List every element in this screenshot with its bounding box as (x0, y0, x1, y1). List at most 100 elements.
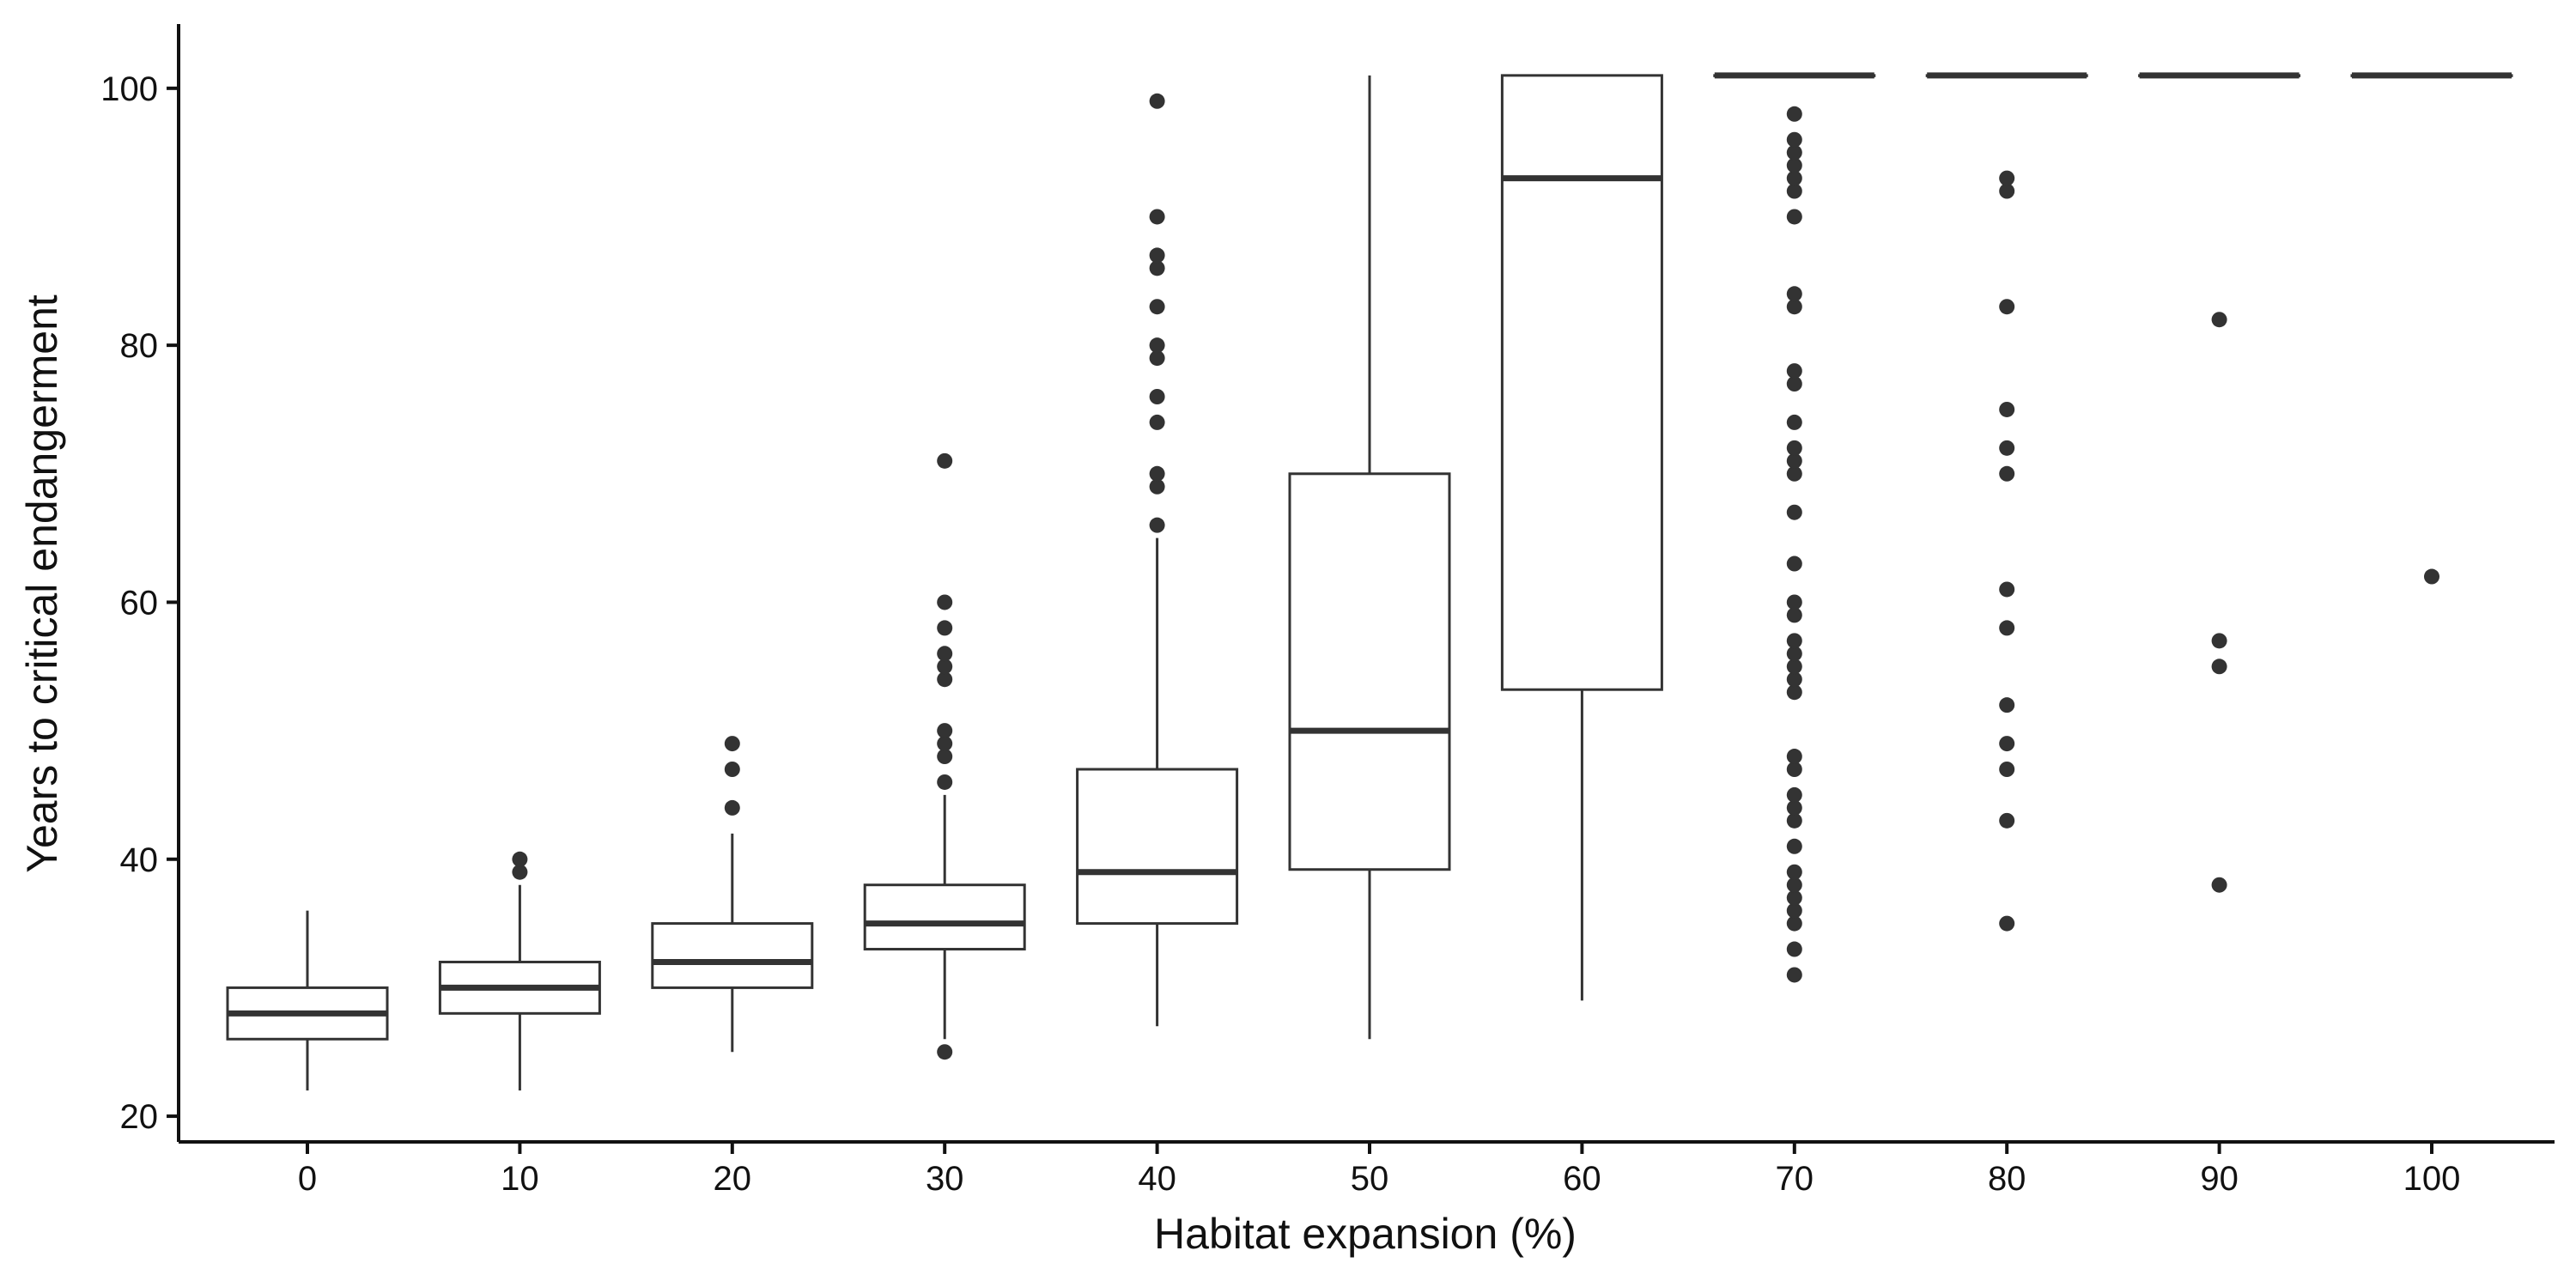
outlier-point (1786, 633, 1802, 649)
outlier-point (1786, 646, 1802, 662)
iqr-box (1500, 74, 1663, 691)
iqr-box (1076, 768, 1239, 926)
outlier-point (1999, 915, 2015, 932)
outlier-point (1149, 478, 1165, 495)
outlier-point (1786, 838, 1802, 854)
box-group (1076, 93, 1239, 1027)
outlier-point (2211, 877, 2227, 893)
outlier-point (1786, 659, 1802, 675)
outlier-point (937, 671, 953, 688)
y-axis-ticks: 20 40 60 80 100 (100, 70, 179, 1136)
outlier-point (1786, 209, 1802, 225)
x-tick-label: 80 (1988, 1160, 2026, 1198)
outlier-point (1786, 286, 1802, 302)
outlier-point (2424, 568, 2439, 585)
outlier-point (1999, 440, 2015, 456)
y-tick-label: 60 (120, 584, 159, 622)
outlier-point (937, 749, 953, 765)
outlier-point (1999, 401, 2015, 417)
box-group (863, 452, 1026, 1060)
outlier-point (1149, 260, 1165, 276)
box-group (1713, 72, 1876, 983)
outlier-point (937, 646, 953, 662)
outlier-point (1999, 812, 2015, 829)
box-group (438, 851, 601, 1091)
box-group (2350, 72, 2513, 585)
outlier-point (1786, 889, 1802, 906)
outlier-point (1786, 812, 1802, 829)
outlier-point (1786, 684, 1802, 701)
outlier-point (724, 799, 740, 816)
outlier-point (937, 620, 953, 636)
outlier-point (1149, 337, 1165, 354)
outlier-point (1999, 736, 2015, 752)
x-axis-ticks: 0 10 20 30 40 50 60 70 80 90 100 (298, 1142, 2461, 1198)
box-group (1925, 72, 2088, 932)
outlier-point (1149, 414, 1165, 430)
box-group (1500, 74, 1663, 1001)
outlier-point (1786, 967, 1802, 983)
outlier-point (1999, 620, 2015, 636)
y-tick-label: 40 (120, 841, 159, 879)
outlier-point (1786, 376, 1802, 392)
outlier-point (1786, 440, 1802, 456)
outlier-point (1999, 183, 2015, 199)
x-axis-title: Habitat expansion (%) (1154, 1210, 1577, 1258)
outlier-point (724, 736, 740, 752)
plot-area (226, 72, 2513, 1091)
y-tick-label: 100 (100, 70, 158, 108)
x-tick-label: 70 (1776, 1160, 1814, 1198)
x-tick-label: 40 (1138, 1160, 1176, 1198)
outlier-point (1786, 941, 1802, 957)
outlier-point (1999, 762, 2015, 777)
x-tick-label: 60 (1563, 1160, 1601, 1198)
outlier-point (1786, 504, 1802, 520)
outlier-point (1786, 594, 1802, 610)
outlier-point (1786, 555, 1802, 572)
outlier-point (1149, 93, 1165, 109)
outlier-point (1149, 389, 1165, 404)
outlier-point (1999, 697, 2015, 713)
box-group (2138, 72, 2301, 893)
outlier-point (1149, 247, 1165, 264)
outlier-point (1786, 170, 1802, 186)
outlier-point (1786, 157, 1802, 173)
outlier-point (724, 762, 740, 777)
box-group (226, 910, 389, 1091)
outlier-point (1149, 350, 1165, 367)
box-group (1288, 75, 1451, 1040)
outlier-point (1149, 299, 1165, 315)
outlier-point (1786, 915, 1802, 932)
x-tick-label: 50 (1351, 1160, 1389, 1198)
x-tick-label: 20 (714, 1160, 752, 1198)
outlier-point (1786, 786, 1802, 803)
x-tick-label: 0 (298, 1160, 317, 1198)
outlier-point (1786, 131, 1802, 148)
outlier-point (1786, 799, 1802, 816)
outlier-point (937, 1044, 953, 1060)
outlier-point (1786, 671, 1802, 688)
x-tick-label: 100 (2403, 1160, 2461, 1198)
y-tick-label: 20 (120, 1098, 159, 1136)
iqr-box (1288, 472, 1451, 871)
x-tick-label: 10 (501, 1160, 539, 1198)
outlier-point (1786, 452, 1802, 469)
outlier-point (1786, 414, 1802, 430)
outlier-point (1786, 749, 1802, 765)
outlier-point (1786, 144, 1802, 161)
outlier-point (2211, 659, 2227, 675)
outlier-point (1786, 864, 1802, 880)
outlier-point (1999, 581, 2015, 598)
outlier-point (937, 594, 953, 610)
outlier-point (937, 659, 953, 675)
outlier-point (937, 774, 953, 790)
iqr-box (651, 922, 814, 989)
outlier-point (512, 851, 528, 867)
y-tick-label: 80 (120, 327, 159, 365)
outlier-point (1786, 607, 1802, 623)
outlier-point (1999, 299, 2015, 315)
outlier-point (1786, 877, 1802, 893)
outlier-point (1149, 517, 1165, 533)
outlier-point (1786, 106, 1802, 122)
